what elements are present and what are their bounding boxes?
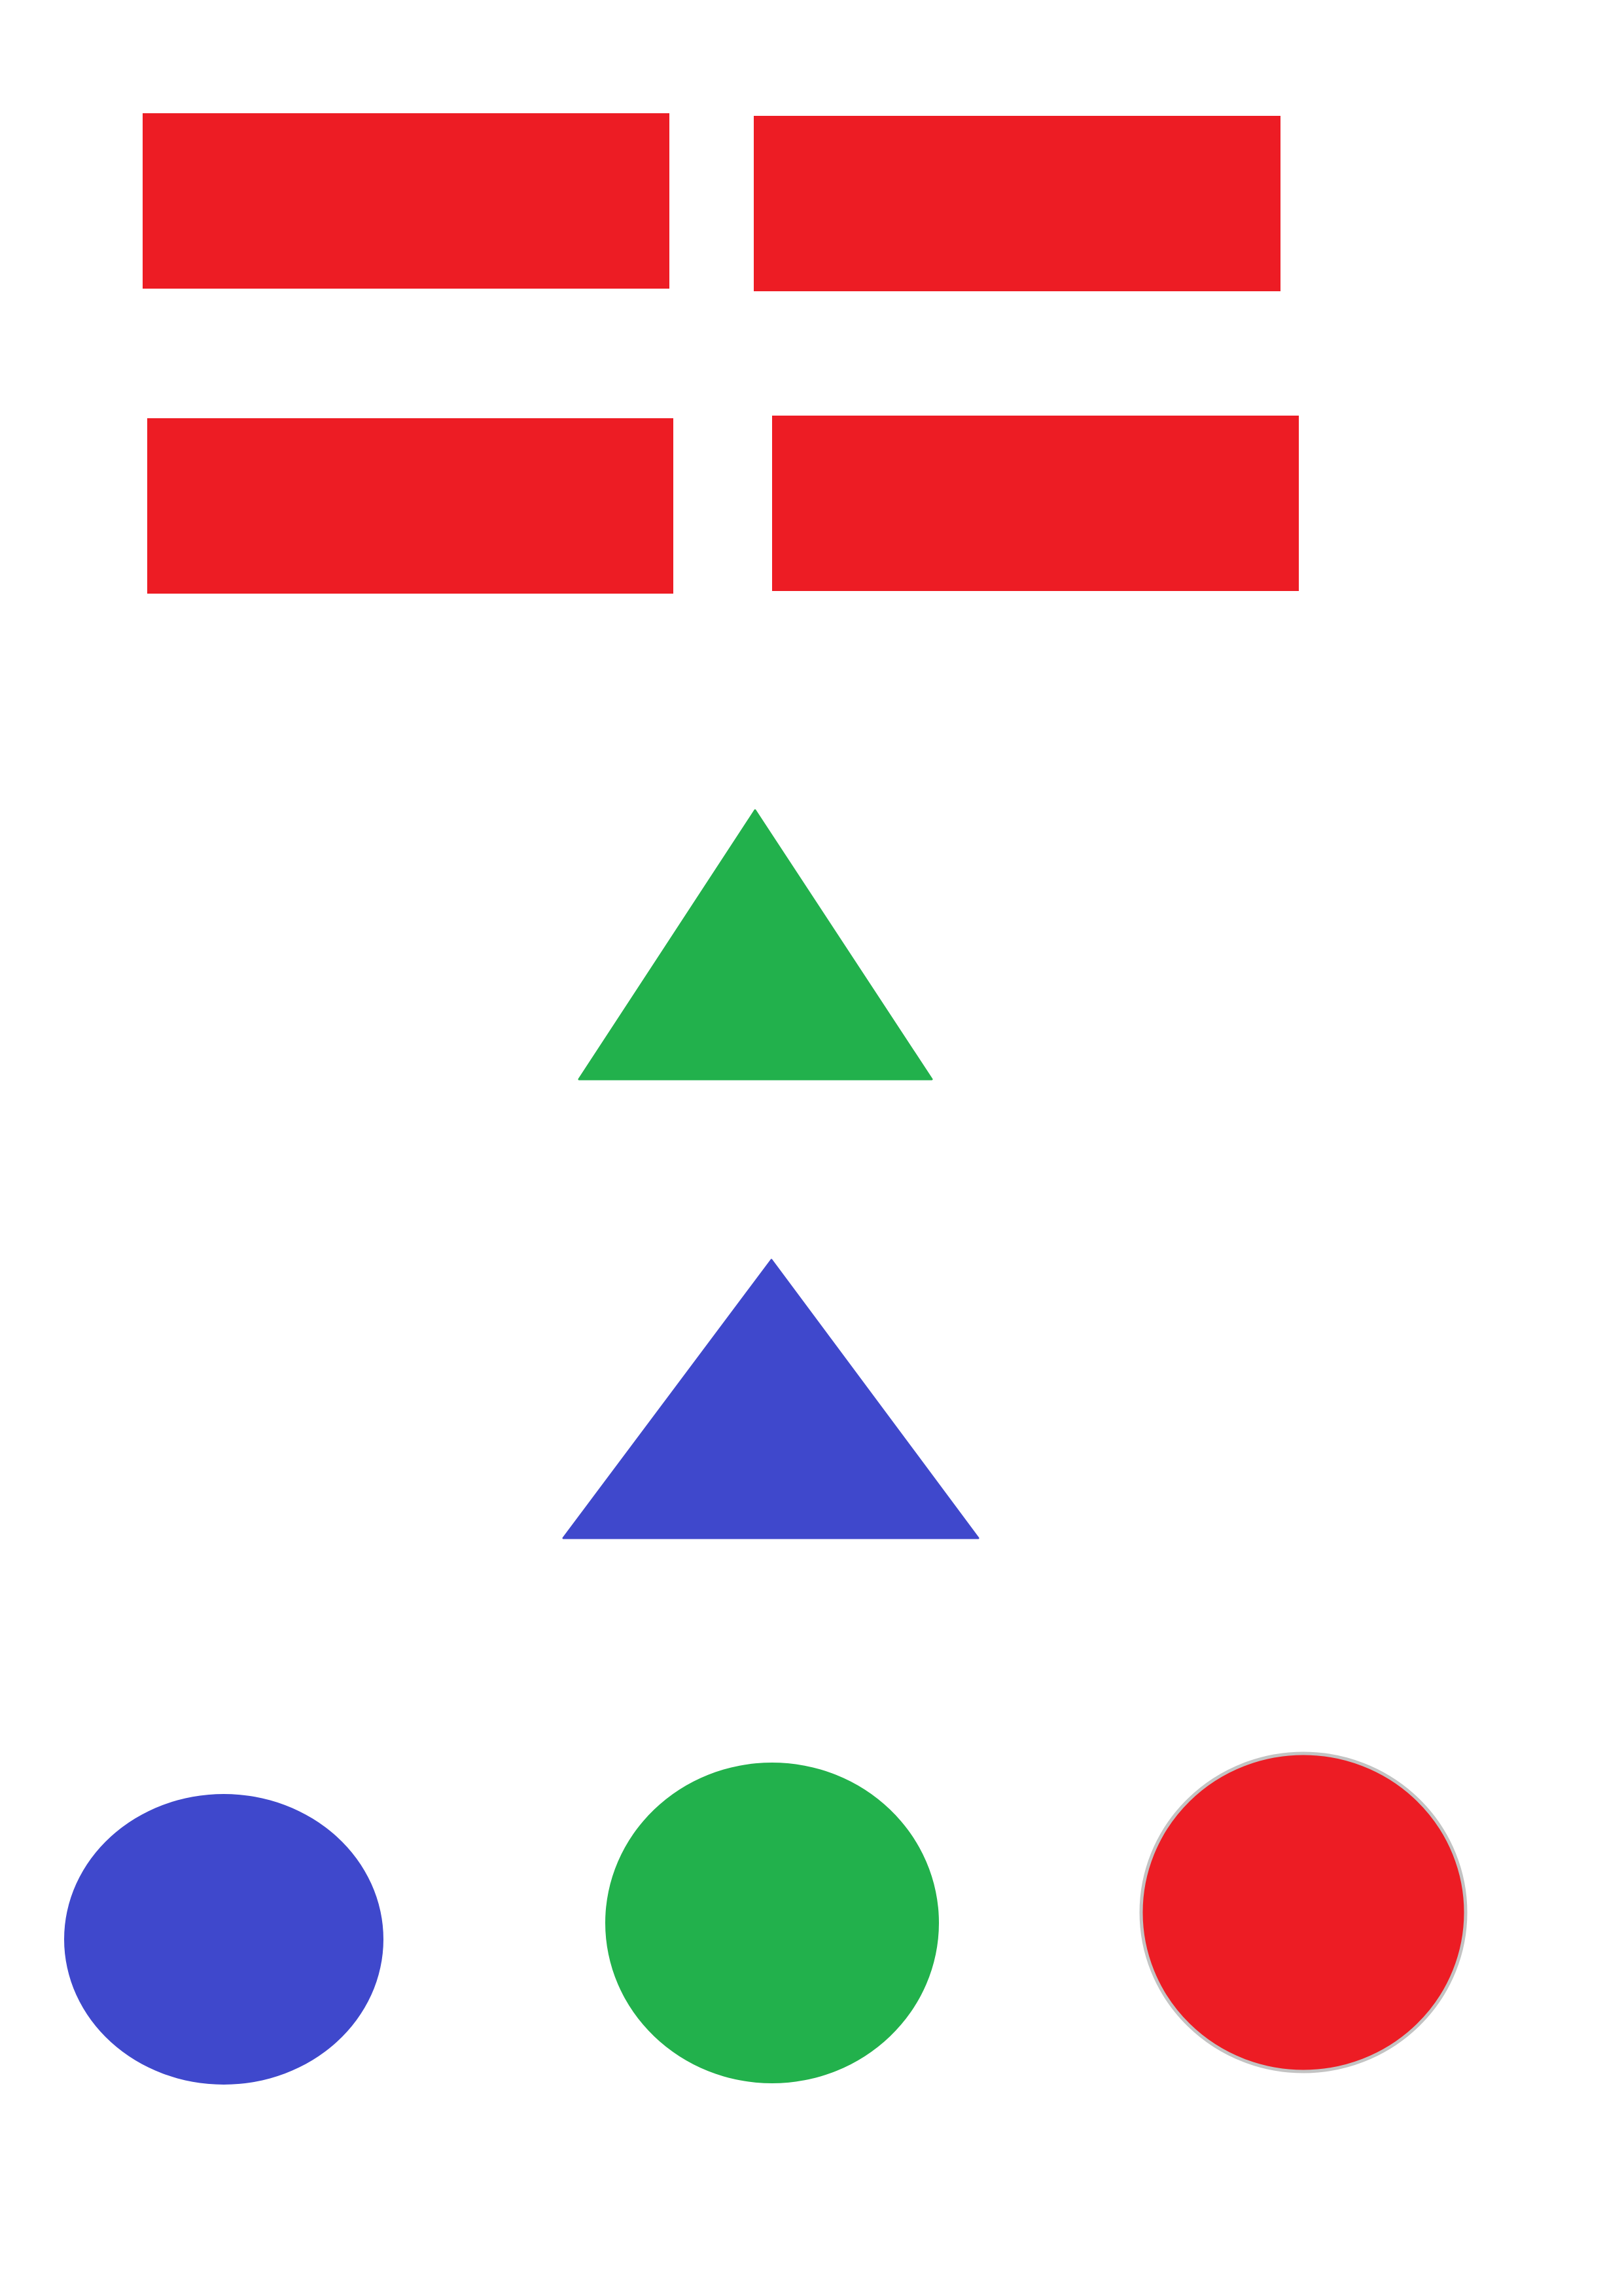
red-rectangle-top-left xyxy=(143,113,669,289)
blue-triangle xyxy=(562,1259,980,1539)
red-rectangle-bottom-right xyxy=(772,416,1299,591)
red-rectangle-top-right xyxy=(754,116,1280,291)
red-rectangle-bottom-left xyxy=(147,418,673,594)
blue-circle xyxy=(64,1794,383,2085)
red-circle xyxy=(1139,1751,1468,2073)
green-circle xyxy=(605,1763,939,2083)
green-triangle xyxy=(578,809,933,1081)
